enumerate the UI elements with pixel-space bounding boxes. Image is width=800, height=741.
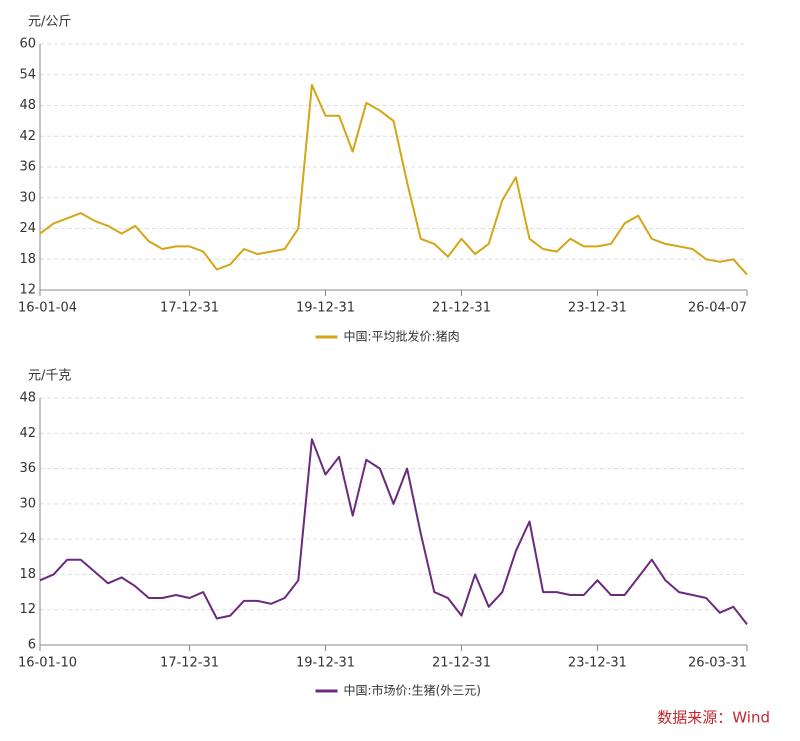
x-tick-label: 23-12-31 (568, 656, 627, 671)
x-tick-label: 23-12-31 (568, 301, 627, 316)
y-tick-label: 12 (19, 283, 36, 298)
y-tick-label: 42 (19, 426, 36, 441)
x-tick-label: 19-12-31 (296, 301, 355, 316)
y-axis-title: 元/公斤 (28, 15, 71, 30)
x-tick-label: 26-03-31 (688, 656, 747, 671)
x-tick-label: 17-12-31 (160, 656, 219, 671)
x-tick-label: 21-12-31 (432, 301, 491, 316)
source-note: 数据来源：Wind (657, 709, 770, 727)
line (39, 84, 748, 276)
x-tick-label: 19-12-31 (296, 656, 355, 671)
y-tick-label: 36 (19, 461, 36, 476)
y-tick-label: 30 (19, 496, 36, 511)
y-tick-label: 42 (19, 129, 36, 144)
x-tick-label: 16-01-10 (18, 656, 77, 671)
legend-label: 中国:平均批发价:猪肉 (344, 329, 460, 344)
y-tick-label: 54 (19, 67, 36, 82)
x-tick-label: 21-12-31 (432, 656, 491, 671)
x-tick-label: 26-04-07 (688, 301, 747, 316)
y-tick-label: 30 (19, 190, 36, 205)
y-axis-title: 元/千克 (28, 369, 71, 384)
x-tick-label: 16-01-04 (18, 301, 77, 316)
y-tick-label: 60 (19, 37, 36, 52)
y-tick-label: 6 (28, 638, 36, 653)
y-tick-label: 18 (19, 567, 36, 582)
y-tick-label: 24 (19, 221, 36, 236)
y-tick-label: 18 (19, 252, 36, 267)
y-tick-label: 48 (19, 98, 36, 113)
y-tick-label: 12 (19, 602, 36, 617)
line (39, 438, 748, 626)
y-tick-label: 24 (19, 532, 36, 547)
legend-label: 中国:市场价:生猪(外三元) (344, 683, 481, 698)
x-tick-label: 17-12-31 (160, 301, 219, 316)
y-tick-label: 48 (19, 391, 36, 406)
y-tick-label: 36 (19, 160, 36, 175)
